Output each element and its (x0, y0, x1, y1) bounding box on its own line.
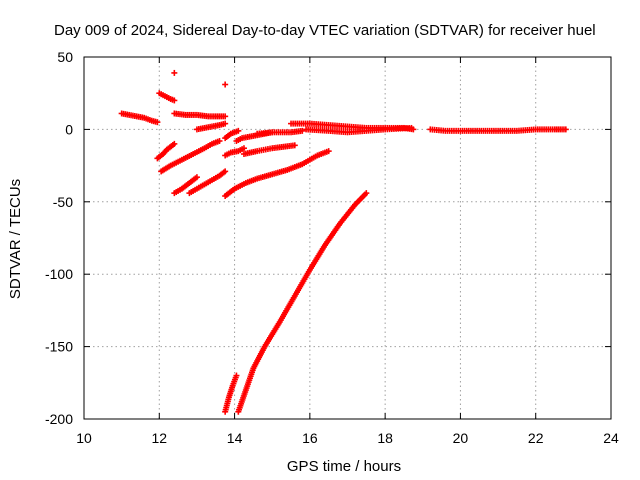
x-tick-label: 20 (453, 430, 469, 446)
chart-title: Day 009 of 2024, Sidereal Day-to-day VTE… (54, 22, 596, 39)
x-tick-label: 24 (603, 430, 619, 446)
y-tick-label: -100 (45, 266, 73, 282)
data-point (222, 120, 229, 127)
y-tick-label: -200 (45, 411, 73, 427)
data-point (222, 168, 229, 175)
data-point (222, 113, 229, 120)
data-point (171, 69, 178, 76)
data-point (216, 137, 223, 144)
data-point (325, 148, 332, 155)
y-tick-label: 50 (57, 49, 73, 65)
data-point (408, 124, 415, 131)
y-tick-label: 0 (65, 121, 73, 137)
x-tick-label: 18 (377, 430, 393, 446)
data-point (154, 119, 161, 126)
data-point (240, 145, 247, 152)
plot-frame (83, 56, 612, 420)
data-point (233, 372, 240, 379)
data-point (291, 142, 298, 149)
data-points (118, 69, 569, 415)
x-tick-label: 14 (227, 430, 243, 446)
x-tick-label: 12 (151, 430, 167, 446)
data-point (363, 190, 370, 197)
data-point (235, 127, 242, 134)
axis-ticks: 10 12 14 16 18 20 22 24 -200 -150 -100 -50 0 50 (45, 49, 619, 446)
x-axis-label: GPS time / hours (287, 458, 401, 475)
data-point (299, 127, 306, 134)
data-point (222, 81, 229, 88)
y-tick-label: -150 (45, 339, 73, 355)
y-axis-label: SDTVAR / TECUs (7, 179, 24, 299)
data-point (562, 126, 569, 133)
x-tick-label: 16 (302, 430, 318, 446)
y-tick-label: -50 (53, 194, 73, 210)
x-tick-label: 22 (528, 430, 544, 446)
data-point (171, 97, 178, 104)
data-point (193, 174, 200, 181)
data-point (171, 140, 178, 147)
grid (84, 57, 611, 419)
x-tick-label: 10 (76, 430, 92, 446)
